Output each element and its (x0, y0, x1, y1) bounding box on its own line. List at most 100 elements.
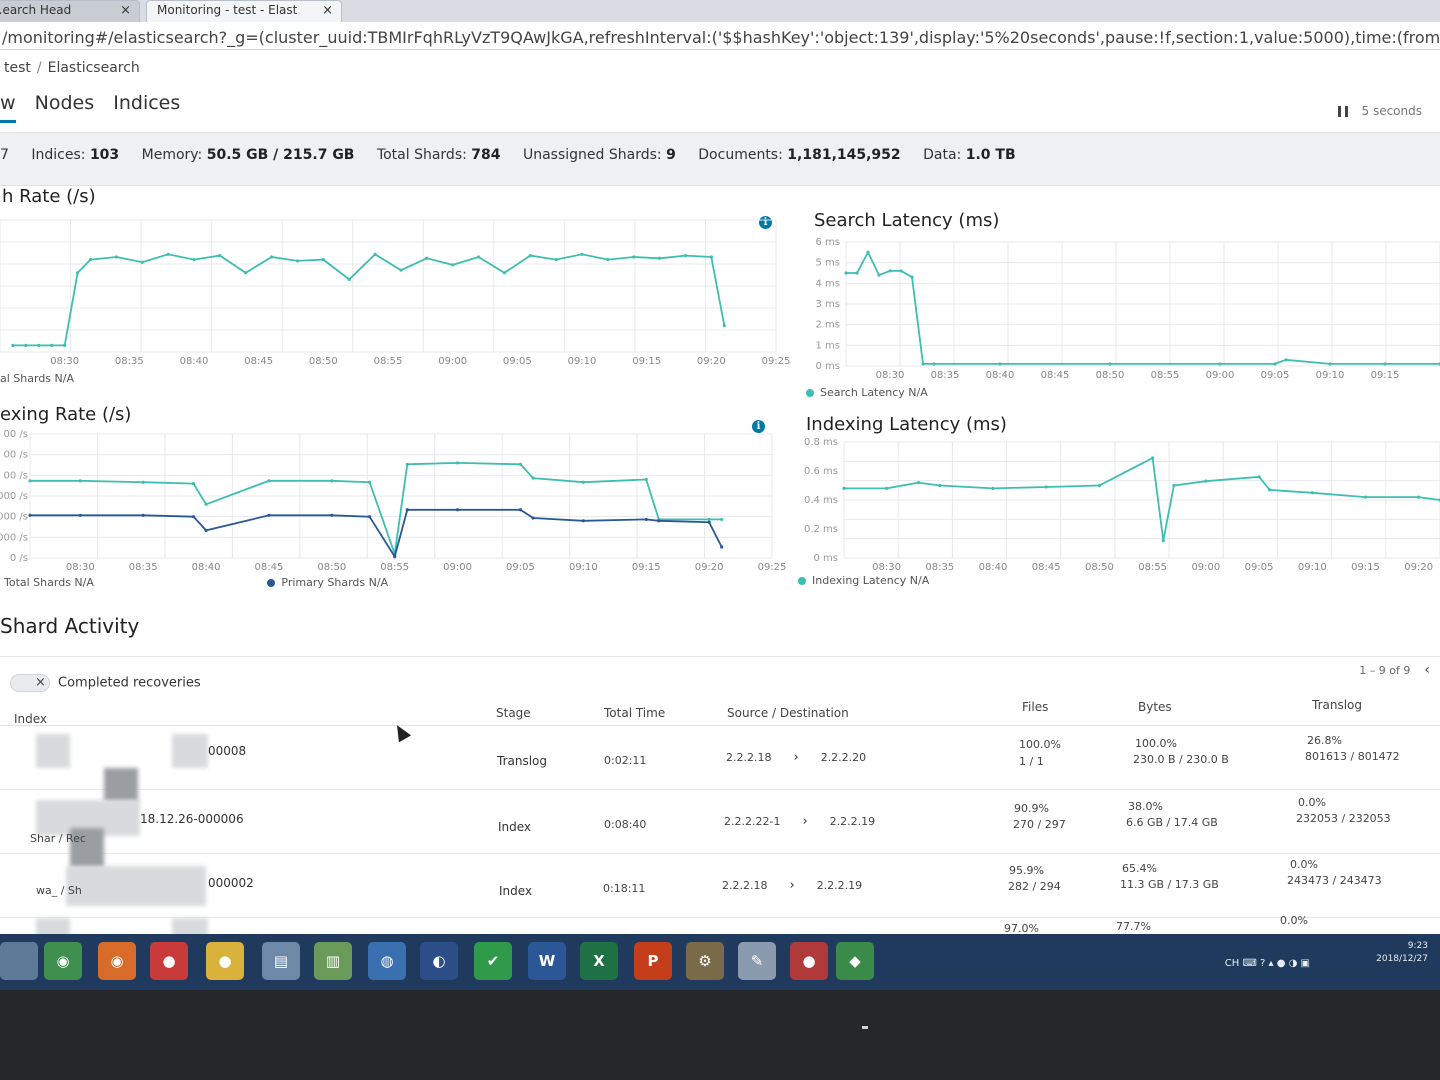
game-icon[interactable]: ● (150, 942, 188, 980)
col-source-destination[interactable]: Source / Destination (727, 706, 849, 720)
data-point (1257, 475, 1261, 479)
data-point (191, 482, 196, 486)
data-point (844, 271, 848, 275)
data-point (373, 252, 377, 256)
table-header: Index Stage Total Time Source / Destinat… (0, 696, 1440, 726)
chevron-left-icon[interactable]: ‹ (1424, 662, 1430, 678)
browser-tab[interactable]: ...earch Head × (0, 0, 140, 22)
close-icon[interactable]: × (120, 3, 131, 18)
stage: Index (498, 820, 532, 834)
translog-pct: 0.0% (1280, 914, 1308, 927)
y-tick-label: 00 /s (4, 470, 28, 481)
index-name[interactable]: 00008 (208, 744, 247, 758)
word-icon[interactable]: W (528, 942, 566, 980)
x-tick-label: 08:30 (66, 562, 95, 573)
series-line (844, 456, 1440, 541)
firefox-icon[interactable]: ◉ (98, 942, 136, 980)
x-tick-label: 08:55 (1138, 562, 1167, 573)
system-clock[interactable]: 9:23 2018/12/27 (1376, 941, 1428, 964)
bytes-count: 6.6 GB / 17.4 GB (1126, 816, 1218, 829)
close-icon[interactable]: × (322, 3, 333, 18)
data-point (657, 519, 661, 523)
browser-tab-active[interactable]: Monitoring - test - Elast × (146, 0, 342, 22)
chart-icon[interactable]: ▥ (314, 942, 352, 980)
data-point (1268, 488, 1272, 492)
explorer-icon[interactable]: ▤ (262, 942, 300, 980)
system-tray-icons[interactable]: CH ⌨ ? ▴ ● ◑ ▣ (1224, 958, 1310, 969)
info-icon[interactable]: i (759, 216, 772, 229)
table-row[interactable]: 18.12.26-000006 Shar / Rec Index 0:08:40… (0, 768, 1440, 868)
note-icon[interactable]: ✎ (738, 942, 776, 980)
tab-overview[interactable]: w (0, 92, 16, 123)
data-point (554, 258, 558, 262)
data-point (842, 486, 846, 490)
x-tick-label: 08:35 (931, 370, 960, 381)
breadcrumb-item-cluster[interactable]: test (4, 60, 31, 76)
col-files[interactable]: Files (1022, 700, 1049, 714)
refresh-interval[interactable]: 5 seconds (1361, 104, 1423, 118)
x-tick-label: 08:45 (1032, 562, 1061, 573)
data-point (405, 462, 409, 466)
col-index[interactable]: Index (14, 712, 48, 726)
start-icon[interactable] (0, 942, 38, 980)
redacted-block (66, 866, 206, 906)
data-point (632, 255, 636, 259)
files-pct: 100.0% (1019, 738, 1061, 751)
col-translog[interactable]: Translog (1312, 698, 1363, 712)
breadcrumb: test / Elasticsearch (4, 60, 140, 76)
data-point (899, 269, 903, 273)
app-icon[interactable]: ◐ (420, 942, 458, 980)
search-latency-legend: Search Latency N/A (806, 386, 928, 399)
data-point (1161, 539, 1165, 543)
data-point (1172, 483, 1176, 488)
table-row[interactable]: 00008 Translog 0:02:11 2.2.2.18 › 2.2.2.20… (0, 728, 1440, 790)
app-icon[interactable]: ◍ (368, 942, 406, 980)
pagination: 1 – 9 of 9 ‹ (1359, 662, 1430, 678)
legend-dot (267, 579, 276, 587)
table-row[interactable]: 000002 wa_ / Sh Index 0:18:11 2.2.2.18 › 2… (0, 856, 1440, 918)
app-icon[interactable]: ⚙ (686, 942, 724, 980)
data-point (1383, 362, 1387, 366)
x-tick-label: 08:35 (115, 356, 144, 367)
check-icon[interactable]: ✔ (474, 942, 512, 980)
pause-icon[interactable] (1337, 106, 1348, 117)
toggle-label: Completed recoveries (58, 675, 201, 691)
x-tick-label: 08:40 (986, 370, 1015, 381)
index-name[interactable]: 18.12.26-000006 (140, 812, 244, 826)
toggle-switch[interactable]: × (10, 674, 50, 692)
address-bar[interactable]: /monitoring#/elasticsearch?_g=(cluster_u… (0, 22, 1440, 50)
data-point (405, 508, 409, 512)
data-point (1363, 495, 1368, 499)
windows-taskbar: ◉ ◉ ● ● ▤ ▥ ◍ ◐ ✔ W X P ⚙ ✎ ● ◆ CH ⌨ ? ▴… (0, 934, 1440, 990)
app-icon[interactable]: ● (790, 942, 828, 980)
info-icon[interactable]: i (752, 420, 765, 433)
indexing-rate-title: exing Rate (/s) (0, 404, 132, 425)
data-point (683, 254, 688, 258)
completed-recoveries-toggle[interactable]: × Completed recoveries (10, 674, 201, 692)
tab-indices[interactable]: Indices (113, 92, 181, 114)
col-bytes[interactable]: Bytes (1138, 700, 1172, 714)
col-stage[interactable]: Stage (496, 706, 531, 720)
x-tick-label: 09:20 (695, 562, 724, 573)
powerpoint-icon[interactable]: P (634, 942, 672, 980)
data-point (218, 254, 222, 258)
x-tick-label: 09:25 (762, 356, 791, 367)
data-point (1310, 491, 1314, 495)
index-name[interactable]: 000002 (208, 876, 254, 890)
excel-icon[interactable]: X (580, 942, 618, 980)
tab-nodes[interactable]: Nodes (34, 92, 95, 114)
col-total-time[interactable]: Total Time (604, 706, 666, 720)
index-sub: Shar / Rec (30, 832, 86, 845)
data-point (367, 480, 372, 484)
data-point (938, 483, 942, 488)
y-tick-label: 0.2 ms (804, 524, 838, 535)
search-latency-title: Search Latency (ms) (814, 210, 1000, 231)
x-tick-label: 09:00 (438, 356, 467, 367)
data-point (528, 254, 532, 258)
chrome-icon[interactable]: ◉ (44, 942, 82, 980)
y-tick-label: 5 ms (816, 258, 841, 269)
app-icon[interactable]: ● (206, 942, 244, 980)
data-point (330, 479, 334, 483)
data-point (78, 513, 82, 517)
app-icon[interactable]: ◆ (836, 942, 874, 980)
